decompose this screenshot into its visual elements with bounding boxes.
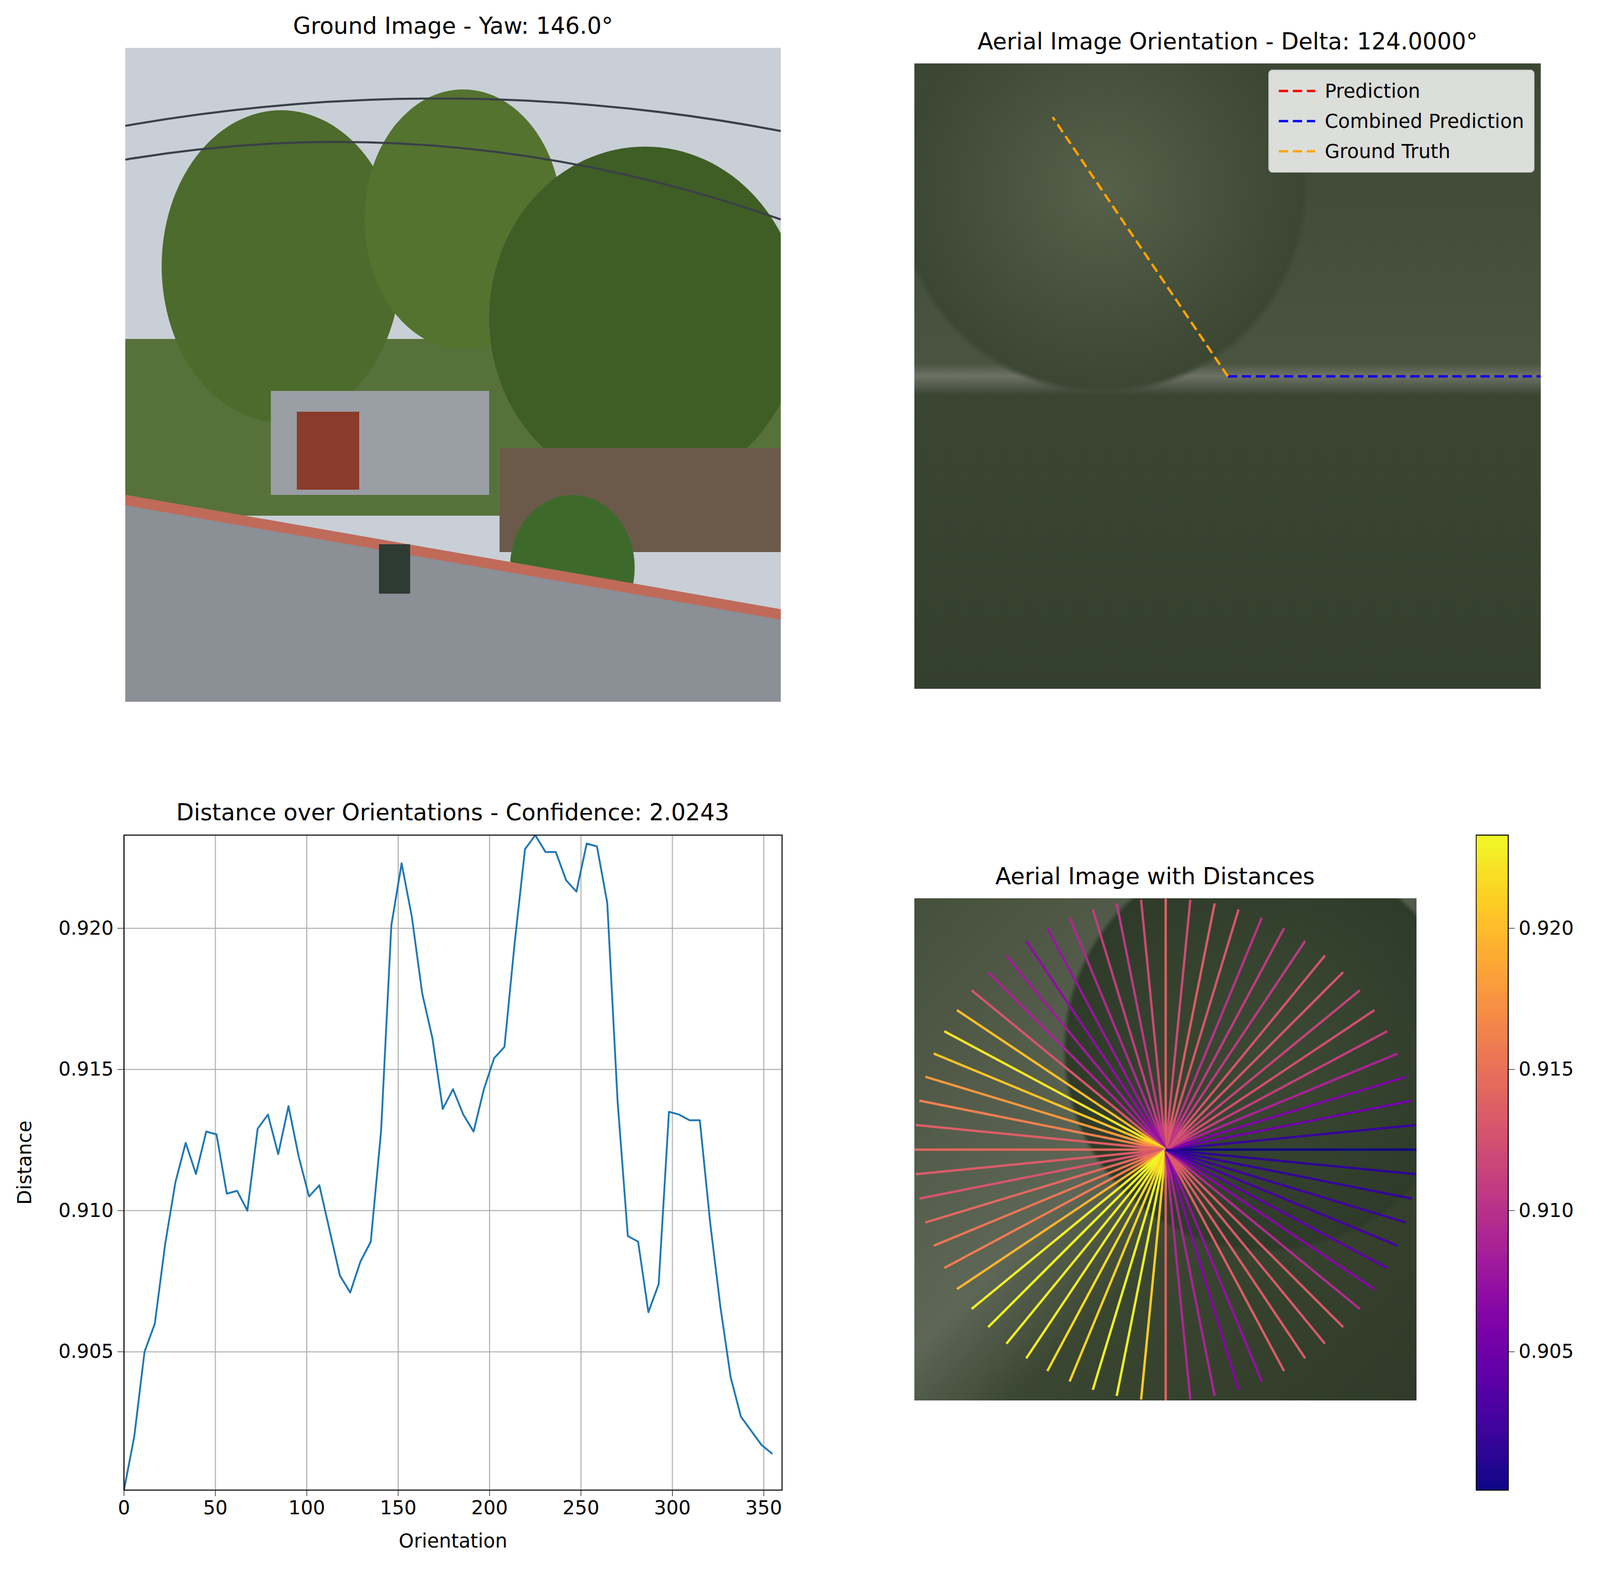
html-text:Combined Prediction: Combined Prediction: [1324, 109, 1525, 133]
svg-text:0.905: 0.905: [58, 1340, 114, 1363]
svg-text:Distance: Distance: [13, 1120, 36, 1205]
html-text:Aerial Image Orientation - Del: Aerial Image Orientation - Delta: 124.00…: [977, 27, 1478, 55]
svg-text:0.920: 0.920: [58, 916, 114, 940]
html-text:Distance over Orientations - C: Distance over Orientations - Confidence:…: [176, 798, 730, 826]
svg-text:0.915: 0.915: [58, 1057, 114, 1081]
svg-text:0.910: 0.910: [58, 1199, 114, 1222]
svg-text:0.910: 0.910: [1518, 1199, 1575, 1222]
svg-text:0.905: 0.905: [1518, 1340, 1575, 1363]
svg-text:50: 50: [203, 1496, 228, 1519]
svg-text:250: 250: [562, 1496, 600, 1519]
svg-text:150: 150: [379, 1496, 417, 1519]
svg-text:0.915: 0.915: [1518, 1057, 1575, 1081]
svg-text:200: 200: [471, 1496, 509, 1519]
svg-text:0: 0: [117, 1496, 131, 1519]
html-text:Prediction: Prediction: [1324, 79, 1421, 103]
svg-text:Orientation: Orientation: [398, 1529, 508, 1553]
svg-text:350: 350: [745, 1496, 783, 1519]
html-text:Aerial Image with Distances: Aerial Image with Distances: [995, 862, 1315, 890]
html-text:Ground Truth: Ground Truth: [1324, 140, 1451, 163]
svg-text:100: 100: [288, 1496, 326, 1519]
svg-text:0.920: 0.920: [1518, 916, 1575, 940]
svg-text:300: 300: [653, 1496, 691, 1519]
html-text:Ground Image - Yaw: 146.0°: Ground Image - Yaw: 146.0°: [293, 12, 614, 39]
